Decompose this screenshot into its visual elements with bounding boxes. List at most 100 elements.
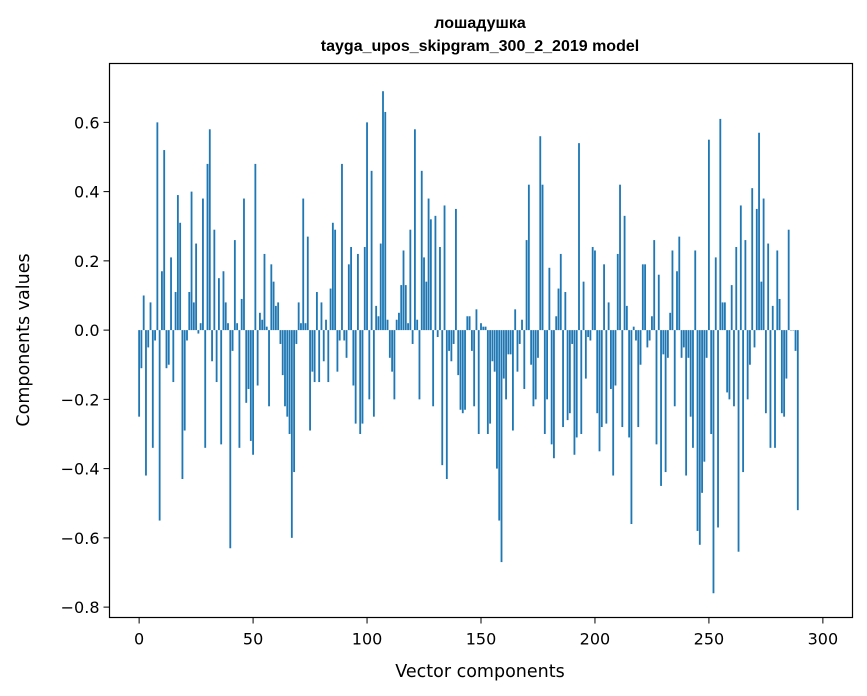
- y-tick-label: −0.2: [61, 390, 100, 409]
- bar-175: [537, 330, 539, 358]
- bar-1: [140, 330, 143, 369]
- bar-200: [594, 250, 596, 331]
- bar-279: [774, 330, 776, 448]
- bar-8: [156, 122, 159, 331]
- bar-234: [671, 250, 674, 331]
- bar-255: [719, 118, 722, 331]
- bar-203: [600, 330, 603, 428]
- bar-48: [247, 330, 250, 389]
- bar-126: [425, 281, 428, 331]
- bar-41: [231, 330, 234, 351]
- bar-62: [279, 330, 282, 344]
- bar-207: [610, 330, 612, 389]
- bar-82: [325, 319, 327, 331]
- bar-232: [666, 330, 669, 358]
- bar-178: [543, 330, 546, 434]
- bar-212: [621, 330, 624, 428]
- bar-118: [407, 323, 409, 331]
- bar-283: [783, 330, 786, 417]
- bar-219: [637, 330, 640, 428]
- bar-104: [375, 305, 378, 331]
- bar-120: [411, 330, 414, 344]
- bar-179: [546, 330, 548, 400]
- bar-80: [320, 302, 323, 331]
- bar-27: [199, 323, 202, 331]
- bar-228: [657, 274, 660, 331]
- bar-35: [217, 278, 220, 331]
- bar-266: [744, 240, 747, 331]
- bar-157: [496, 330, 498, 469]
- bar-282: [780, 330, 783, 414]
- bar-99: [363, 247, 366, 331]
- bar-243: [692, 330, 694, 448]
- bar-134: [443, 205, 446, 331]
- bar-34: [215, 330, 218, 383]
- bar-252: [712, 330, 715, 594]
- bar-95: [354, 330, 357, 424]
- bar-72: [302, 198, 305, 331]
- bar-45: [240, 298, 243, 331]
- bar-78: [315, 292, 318, 331]
- bar-3: [145, 330, 147, 476]
- bar-172: [530, 330, 533, 365]
- bar-222: [644, 264, 647, 331]
- bar-110: [388, 330, 391, 358]
- bar-58: [270, 264, 273, 331]
- bar-226: [653, 240, 656, 331]
- bar-205: [605, 330, 608, 424]
- chart-title: лошадушка: [434, 15, 526, 32]
- bar-111: [391, 330, 394, 372]
- bar-77: [313, 330, 316, 383]
- bar-102: [370, 170, 373, 331]
- bar-285: [787, 229, 790, 331]
- bar-199: [591, 247, 594, 331]
- bar-159: [500, 330, 503, 563]
- x-tick-label: 250: [694, 630, 725, 649]
- bar-213: [623, 215, 626, 331]
- bar-84: [329, 288, 332, 331]
- y-tick-label: −0.8: [61, 598, 100, 617]
- bar-70: [297, 302, 300, 331]
- bar-101: [368, 330, 371, 400]
- bar-56: [265, 326, 268, 331]
- bar-145: [468, 316, 471, 331]
- bar-94: [352, 330, 355, 386]
- bar-109: [386, 319, 389, 331]
- bar-81: [322, 330, 325, 362]
- y-tick-label: 0.0: [74, 321, 99, 340]
- bar-140: [457, 330, 460, 376]
- bar-40: [229, 330, 232, 549]
- bar-22: [188, 292, 191, 331]
- bar-68: [293, 330, 296, 473]
- bar-86: [334, 229, 337, 331]
- bar-211: [619, 184, 621, 331]
- bar-278: [771, 305, 774, 331]
- bar-141: [459, 330, 462, 410]
- bar-91: [345, 330, 348, 358]
- bar-254: [717, 330, 719, 528]
- bar-238: [680, 330, 683, 358]
- bar-201: [596, 330, 599, 414]
- bar-210: [616, 253, 619, 331]
- bar-270: [753, 330, 756, 348]
- bar-69: [295, 330, 298, 344]
- bar-218: [635, 330, 637, 341]
- bar-275: [764, 330, 767, 414]
- bar-208: [612, 330, 615, 476]
- bar-61: [277, 302, 280, 331]
- bar-55: [263, 253, 266, 331]
- bar-221: [641, 264, 644, 331]
- bar-121: [413, 129, 416, 331]
- bar-83: [327, 330, 330, 383]
- bar-53: [259, 312, 261, 331]
- bar-268: [749, 330, 751, 365]
- bar-23: [190, 191, 193, 331]
- bar-284: [785, 330, 788, 379]
- bar-277: [769, 330, 772, 448]
- bar-262: [735, 247, 738, 331]
- bar-227: [655, 330, 658, 445]
- bar-216: [630, 330, 633, 525]
- bar-186: [562, 330, 564, 428]
- bar-42: [233, 240, 236, 331]
- bar-267: [746, 330, 749, 400]
